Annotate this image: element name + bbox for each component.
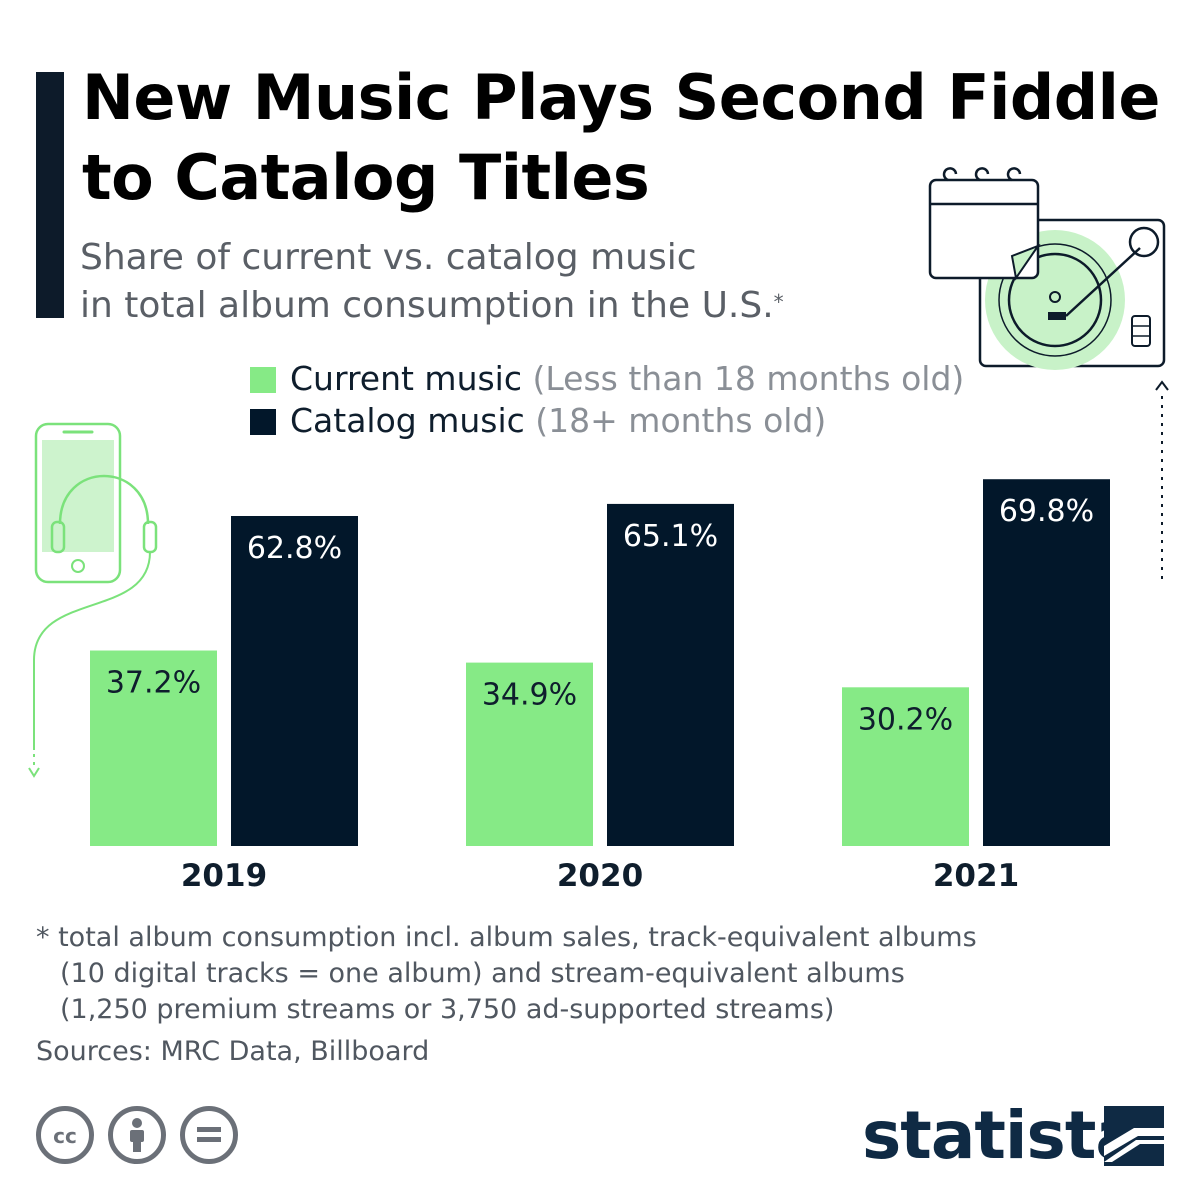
page-title: New Music Plays Second Fiddle to Catalog… xyxy=(82,58,1182,218)
data-label-current-2021: 30.2% xyxy=(858,702,953,737)
bar-current-2019 xyxy=(90,650,217,846)
legend-note-current: (Less than 18 months old) xyxy=(532,359,965,398)
legend-swatch-current xyxy=(250,367,276,393)
attribution-icon[interactable] xyxy=(108,1106,166,1164)
category-label-2019: 2019 xyxy=(181,858,267,894)
sources: Sources: MRC Data, Billboard xyxy=(36,1036,430,1067)
phone-headphones-icon xyxy=(28,422,158,778)
bar-catalog-2020 xyxy=(607,503,734,846)
statista-logo-icon[interactable] xyxy=(1104,1106,1164,1166)
legend-label-current: Current music xyxy=(290,359,522,398)
accent-bar xyxy=(36,72,64,318)
data-label-current-2019: 37.2% xyxy=(106,666,201,701)
data-label-current-2020: 34.9% xyxy=(482,678,577,713)
title-line-2: to Catalog Titles xyxy=(82,141,650,214)
legend-note-catalog: (18+ months old) xyxy=(535,401,827,440)
legend-label-catalog: Catalog music xyxy=(290,401,525,440)
subtitle-line-2: in total album consumption in the U.S.* xyxy=(80,282,840,330)
svg-text:cc: cc xyxy=(53,1124,77,1148)
data-label-catalog-2021: 69.8% xyxy=(999,494,1094,529)
cc-icon[interactable]: cc xyxy=(36,1106,94,1164)
bar-current-2021 xyxy=(842,687,969,846)
footnote: * total album consumption incl. album sa… xyxy=(36,920,1156,1028)
license-icons: cc xyxy=(36,1106,238,1164)
subtitle: Share of current vs. catalog music in to… xyxy=(80,234,840,330)
subtitle-line-2-text: in total album consumption in the U.S. xyxy=(80,285,774,326)
footnote-line-1: * total album consumption incl. album sa… xyxy=(36,922,977,953)
data-label-catalog-2020: 65.1% xyxy=(623,519,718,554)
bar-current-2020 xyxy=(466,662,593,846)
legend-text-current: Current music (Less than 18 months old) xyxy=(290,358,964,400)
no-derivatives-icon[interactable] xyxy=(180,1106,238,1164)
subtitle-footnote-mark: * xyxy=(773,290,784,314)
category-label-2020: 2020 xyxy=(557,858,643,894)
brand-name[interactable]: statista xyxy=(862,1097,1140,1174)
title-line-1: New Music Plays Second Fiddle xyxy=(82,61,1160,134)
subtitle-line-1: Share of current vs. catalog music xyxy=(80,237,697,278)
bar-catalog-2021 xyxy=(983,479,1110,846)
legend-text-catalog: Catalog music (18+ months old) xyxy=(290,400,826,442)
category-label-2021: 2021 xyxy=(933,858,1019,894)
turntable-calendar-icon xyxy=(928,167,1169,580)
legend-swatch-catalog xyxy=(250,409,276,435)
bar-chart: 37.2% 62.8% 2019 34.9% 65.1% 2020 30.2% 69.8% 20… xyxy=(90,479,1110,894)
data-label-catalog-2019: 62.8% xyxy=(247,531,342,566)
footnote-line-3: (1,250 premium streams or 3,750 ad-suppo… xyxy=(60,994,835,1025)
bar-catalog-2019 xyxy=(231,516,358,846)
footnote-line-2: (10 digital tracks = one album) and stre… xyxy=(60,958,905,989)
